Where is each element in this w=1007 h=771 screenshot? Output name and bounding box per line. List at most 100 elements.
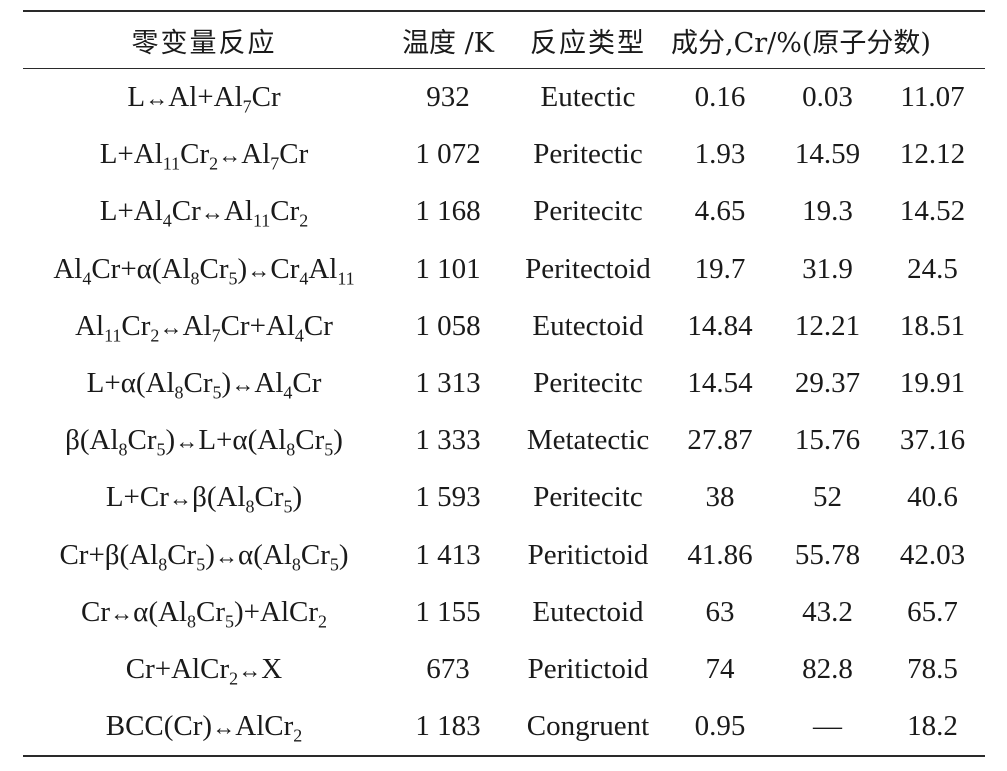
cell-composition-3: 40.6 (907, 481, 958, 514)
formula-text: β(Al (65, 424, 119, 457)
formula-text: α(Al (133, 595, 188, 628)
invariant-reactions-table: 零变量反应 温度 /K 反应类型 成分,Cr/%(原子分数) L↔Al+Al7C… (23, 10, 985, 757)
formula-text: AlCr (235, 710, 294, 743)
cell-composition-2: 15.76 (794, 424, 861, 457)
cell-temperature: 1 313 (415, 367, 481, 400)
cell-composition-2: 14.59 (794, 138, 861, 171)
subscript: 5 (156, 439, 166, 460)
formula-text: X (261, 652, 283, 685)
formula-text: ) (221, 367, 232, 400)
cell-temperature: 1 155 (415, 595, 481, 628)
cell-composition-1: 19.7 (694, 252, 746, 285)
subscript: 5 (225, 611, 234, 632)
formula-text: Cr (167, 538, 197, 571)
cell-composition-1: 38 (705, 481, 735, 514)
formula-text: Cr (254, 481, 284, 514)
cell-temperature: 673 (426, 652, 470, 685)
cell-reaction: Cr+β(Al8Cr5)↔α(Al8Cr5) (23, 527, 385, 584)
cell-temperature: 1 168 (415, 195, 481, 228)
header-composition: 成分,Cr/%(原子分数) (671, 27, 931, 59)
subscript: 8 (187, 611, 197, 632)
formula-text: ) (292, 481, 303, 514)
cell-reaction-type: Peritectic (533, 138, 643, 171)
cell-reaction: L+Al4Cr↔Al11Cr2 (23, 183, 385, 240)
subscript: 7 (211, 325, 221, 346)
table-body: L↔Al+Al7Cr 932 Eutectic 0.16 0.03 11.07 L+Al11… (23, 69, 985, 757)
formula-text: Cr (279, 138, 309, 171)
table-row: L+α(Al8Cr5)↔Al4Cr 1 313 Peritecitc 14.54 29.… (23, 355, 985, 412)
header-reaction-type: 反应类型 (530, 27, 646, 59)
subscript: 2 (318, 611, 327, 632)
cell-reaction-type: Peritictoid (527, 538, 649, 571)
formula-text: Cr (270, 195, 300, 228)
formula-text: Cr (183, 367, 213, 400)
double-arrow-icon: ↔ (231, 372, 255, 399)
formula-text: α(Al (238, 538, 292, 571)
formula-text: L+Al (99, 195, 163, 228)
formula-text: ) (205, 538, 215, 571)
cell-temperature: 1 183 (415, 710, 481, 743)
invariant-reactions-table-container: 零变量反应 温度 /K 反应类型 成分,Cr/%(原子分数) L↔Al+Al7C… (23, 10, 985, 757)
cell-temperature: 932 (426, 81, 470, 114)
subscript: 5 (212, 382, 222, 403)
table-row: Al11Cr2↔Al7Cr+Al4Cr 1 058 Eutectoid 14.84 12… (23, 298, 985, 355)
cell-temperature: 1 333 (415, 424, 481, 457)
formula-text: Cr (121, 309, 151, 342)
cell-composition-1: 27.87 (687, 424, 753, 457)
cell-composition-1: 41.86 (687, 538, 753, 571)
table-header: 零变量反应 温度 /K 反应类型 成分,Cr/%(原子分数) (23, 11, 985, 69)
cell-reaction: L+Cr↔β(Al8Cr5) (23, 469, 385, 526)
cell-composition-3: 37.16 (899, 424, 966, 457)
subscript: 5 (228, 267, 238, 288)
formula-text: ) (333, 424, 343, 457)
cell-reaction: L↔Al+Al7Cr (23, 69, 385, 127)
formula-text: L+Al (99, 138, 163, 171)
subscript: 8 (158, 553, 168, 574)
cell-composition-3: 18.2 (907, 710, 958, 743)
table-row: L+Al11Cr2↔Al7Cr 1 072 Peritectic 1.93 14.59 1… (23, 126, 985, 183)
subscript: 4 (299, 267, 309, 288)
cell-composition-2: 82.8 (802, 652, 853, 685)
formula-text: BCC(Cr) (105, 710, 213, 743)
cell-reaction-type: Eutectoid (532, 595, 644, 628)
cell-composition-3: 19.91 (899, 367, 966, 400)
cell-composition-2: 55.78 (794, 538, 861, 571)
cell-composition-1: 4.65 (694, 195, 746, 228)
cell-composition-2: — (813, 710, 842, 743)
double-arrow-icon: ↔ (145, 86, 169, 113)
cell-composition-3: 12.12 (899, 138, 966, 171)
subscript: 5 (283, 496, 293, 517)
subscript: 8 (190, 267, 200, 288)
subscript: 11 (104, 325, 122, 346)
table-row: L+Cr↔β(Al8Cr5) 1 593 Peritecitc 38 52 40.6 (23, 469, 985, 526)
cell-composition-3: 42.03 (899, 538, 966, 571)
cell-composition-2: 29.37 (794, 367, 861, 400)
cell-composition-2: 0.03 (802, 81, 853, 114)
formula-text: )+AlCr (234, 595, 319, 628)
formula-text: Cr (270, 252, 300, 285)
table-row: BCC(Cr)↔AlCr2 1 183 Congruent 0.95 — 18.2 (23, 698, 985, 757)
formula-text: Cr (127, 424, 157, 457)
double-arrow-icon: ↔ (159, 314, 183, 341)
formula-text: Cr (292, 367, 322, 400)
cell-composition-1: 0.16 (694, 81, 746, 114)
cell-reaction-type: Peritictoid (527, 652, 649, 685)
cell-temperature: 1 101 (415, 252, 481, 285)
cell-composition-1: 0.95 (694, 710, 746, 743)
formula-text: Cr (295, 424, 325, 457)
cell-reaction: L+Al11Cr2↔Al7Cr (23, 126, 385, 183)
cell-composition-1: 74 (705, 652, 735, 685)
formula-text: Al (182, 309, 212, 342)
cell-composition-3: 78.5 (907, 652, 958, 685)
formula-text: Al (53, 252, 83, 285)
header-row: 零变量反应 温度 /K 反应类型 成分,Cr/%(原子分数) (23, 11, 985, 69)
cell-composition-2: 12.21 (794, 309, 861, 342)
formula-text: Cr (251, 81, 281, 114)
cell-composition-2: 19.3 (802, 195, 853, 228)
table-row: Cr+AlCr2↔X 673 Peritictoid 74 82.8 78.5 (23, 641, 985, 698)
table-row: Al4Cr+α(Al8Cr5)↔Cr4Al11 1 101 Peritectoid 1… (23, 241, 985, 298)
formula-text: ) (165, 424, 176, 457)
cell-reaction: Al4Cr+α(Al8Cr5)↔Cr4Al11 (23, 241, 385, 298)
cell-reaction-type: Eutectoid (532, 309, 644, 342)
formula-text: Al+Al (168, 81, 243, 114)
